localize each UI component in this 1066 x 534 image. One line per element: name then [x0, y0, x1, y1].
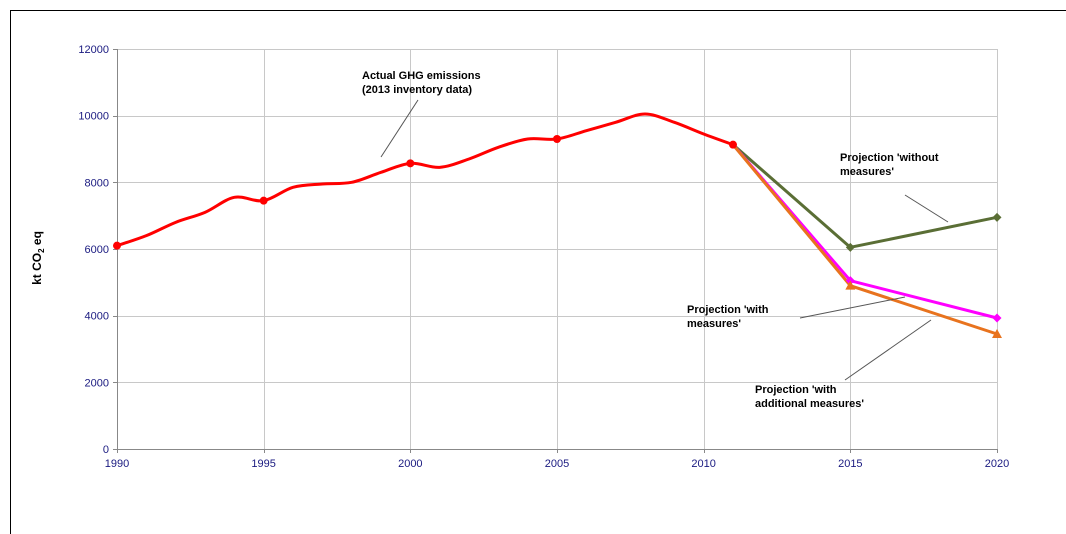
y-tick-label: 4000 [85, 311, 109, 323]
annotation-additional: Projection 'with [755, 384, 837, 396]
marker-additional [845, 280, 856, 290]
axes [113, 49, 998, 453]
y-tick-label: 6000 [85, 244, 109, 256]
markers [113, 135, 1002, 338]
grid [117, 49, 998, 449]
annotation-leader-historical [380, 99, 419, 158]
y-tick-label: 8000 [85, 177, 109, 189]
x-tick-label: 2010 [691, 458, 715, 470]
y-tick-label: 0 [103, 444, 109, 456]
annotation-historical: Actual GHG emissions [362, 70, 481, 82]
y-tick-label: 2000 [85, 377, 109, 389]
y-axis-label-main: kt CO [30, 253, 44, 285]
y-tick-label: 12000 [78, 44, 109, 56]
annotation-additional: additional measures' [755, 398, 864, 410]
series-line-historical [115, 112, 735, 248]
marker-without [992, 212, 1002, 222]
annotation-leaders [380, 99, 949, 381]
x-tick-label: 2005 [545, 458, 569, 470]
y-axis-label-subscript: 2 [37, 248, 46, 253]
x-tick-label: 1995 [251, 458, 275, 470]
marker-historical [729, 140, 737, 149]
x-tick-label: 2000 [398, 458, 422, 470]
annotations: Actual GHG emissions (2013 inventory data… [362, 70, 939, 410]
annotation-with: Projection 'with [687, 304, 769, 316]
marker-historical [259, 196, 268, 205]
x-tick-label: 2015 [838, 458, 862, 470]
tick-labels: 0 2000 4000 6000 8000 10000 12000 1990 1995 2000 2… [78, 44, 1009, 470]
annotation-leader-additional [844, 319, 932, 381]
annotation-without: measures' [840, 166, 894, 178]
y-axis-label: kt CO2 eq [30, 231, 46, 285]
annotation-leader-with [799, 296, 906, 319]
annotation-without: Projection 'without [840, 152, 939, 164]
marker-with [992, 313, 1002, 323]
marker-historical [406, 159, 415, 168]
marker-without [845, 242, 855, 252]
marker-historical [113, 241, 121, 250]
marker-additional [992, 329, 1002, 338]
x-tick-label: 1990 [105, 458, 129, 470]
annotation-leader-without [904, 194, 949, 223]
annotation-historical: (2013 inventory data) [362, 84, 472, 96]
y-axis-label-end: eq [30, 231, 44, 248]
marker-historical [553, 135, 561, 143]
annotation-with: measures' [687, 318, 741, 330]
x-tick-label: 2020 [985, 458, 1009, 470]
y-tick-label: 10000 [78, 111, 109, 123]
